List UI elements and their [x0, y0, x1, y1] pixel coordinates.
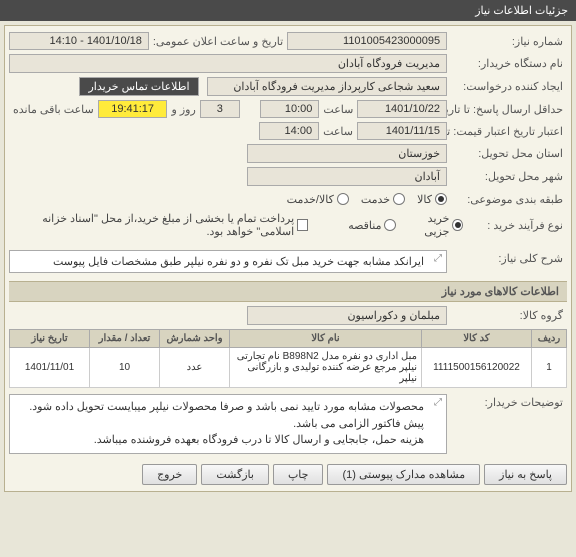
radio-label: خرید جزیی: [408, 212, 449, 238]
label-city: شهر محل تحویل:: [447, 170, 567, 183]
th-row: ردیف: [532, 330, 567, 348]
contact-info-button[interactable]: اطلاعات تماس خریدار: [79, 77, 199, 96]
radio-icon: [384, 219, 396, 231]
buyer-notes-box: ⤢ محصولات مشابه مورد تایید نمی باشد و صر…: [9, 394, 447, 454]
exit-button[interactable]: خروج: [142, 464, 197, 485]
radio-monaghese[interactable]: مناقصه: [348, 219, 396, 232]
label-deadline: حداقل ارسال پاسخ: تا تاریخ:: [447, 103, 567, 116]
td-date: 1401/11/01: [10, 348, 90, 388]
note-line: محصولات مشابه مورد تایید نمی باشد و صرفا…: [16, 399, 424, 416]
label-goods-group: گروه کالا:: [447, 309, 567, 322]
th-unit: واحد شمارش: [160, 330, 230, 348]
td-name: مبل اداری دو نفره مدل B898N2 نام تجارتی …: [230, 348, 422, 388]
note-line: هزینه حمل، جابجایی و ارسال کالا تا درب ف…: [16, 432, 424, 449]
field-announce: 1401/10/18 - 14:10: [9, 32, 149, 50]
check-payment[interactable]: پرداخت تمام یا بخشی از مبلغ خرید،از محل …: [9, 212, 308, 238]
row-process: نوع فرآیند خرید : خرید جزیی مناقصه پرداخ…: [9, 210, 567, 240]
label-validity: اعتبار تاریخ اعتبار قیمت: تا تاریخ:: [447, 125, 567, 138]
row-goods-group: گروه کالا: مبلمان و دکوراسیون: [9, 302, 567, 327]
radio-label: خدمت: [361, 193, 390, 206]
row-need-no: شماره نیاز: 1101005423000095 تاریخ و ساع…: [9, 30, 567, 52]
radio-kala[interactable]: کالا: [417, 193, 447, 206]
label-days-remain: روز و: [167, 103, 199, 116]
form-container: شماره نیاز: 1101005423000095 تاریخ و ساع…: [4, 25, 572, 492]
label-category: طبقه بندی موضوعی:: [447, 193, 567, 206]
label-buyer-org: نام دستگاه خریدار:: [447, 57, 567, 70]
field-requester: سعید شجاعی کارپرداز مدیریت فرودگاه آبادا…: [207, 77, 447, 96]
radio-label: کالا: [417, 193, 432, 206]
need-summary-box: ⤢ ایرانکد مشابه جهت خرید مبل تک نفره و د…: [9, 250, 447, 273]
th-name: نام کالا: [230, 330, 422, 348]
field-time-remain: 19:41:17: [98, 100, 168, 118]
label-time-remain: ساعت باقی مانده: [9, 103, 98, 116]
row-buyer-org: نام دستگاه خریدار: مدیریت فرودگاه آبادان: [9, 52, 567, 75]
row-province: استان محل تحویل: خوزستان: [9, 142, 567, 165]
label-need-no: شماره نیاز:: [447, 35, 567, 48]
radio-icon: [337, 193, 349, 205]
note-line: پیش فاکتور الزامی می باشد.: [16, 416, 424, 433]
field-deadline-time: 10:00: [260, 100, 320, 118]
th-code: کد کالا: [422, 330, 532, 348]
radio-icon: [435, 193, 447, 205]
label-process: نوع فرآیند خرید :: [463, 219, 567, 232]
items-section-header: اطلاعات کالاهای مورد نیاز: [9, 281, 567, 302]
category-radio-group: کالا خدمت کالا/خدمت: [287, 193, 447, 206]
field-city: آبادان: [247, 167, 447, 186]
respond-button[interactable]: پاسخ به نیاز: [484, 464, 567, 485]
radio-label: مناقصه: [348, 219, 381, 232]
panel-title: جزئیات اطلاعات نیاز: [475, 5, 568, 17]
label-requester: ایجاد کننده درخواست:: [447, 80, 567, 93]
td-code: 1111500156120022: [422, 348, 532, 388]
content-wrap: شماره نیاز: 1101005423000095 تاریخ و ساع…: [0, 21, 576, 496]
label-summary: شرح کلی نیاز:: [447, 248, 567, 265]
field-days-remain: 3: [200, 100, 240, 118]
field-validity-time: 14:00: [259, 122, 319, 140]
radio-jozi[interactable]: خرید جزیی: [408, 212, 462, 238]
field-goods-group: مبلمان و دکوراسیون: [247, 306, 447, 325]
label-province: استان محل تحویل:: [447, 147, 567, 160]
field-province: خوزستان: [247, 144, 447, 163]
row-notes: توضیحات خریدار: ⤢ محصولات مشابه مورد تای…: [9, 388, 567, 458]
td-unit: عدد: [160, 348, 230, 388]
label-hour1: ساعت: [319, 103, 357, 116]
field-need-no: 1101005423000095: [287, 32, 447, 50]
check-label: پرداخت تمام یا بخشی از مبلغ خرید،از محل …: [9, 212, 294, 238]
process-radio-group: خرید جزیی مناقصه پرداخت تمام یا بخشی از …: [9, 212, 463, 238]
field-deadline-date: 1401/10/22: [357, 100, 447, 118]
table-row[interactable]: 1 1111500156120022 مبل اداری دو نفره مدل…: [10, 348, 567, 388]
radio-khedmat[interactable]: خدمت: [361, 193, 405, 206]
th-qty: تعداد / مقدار: [90, 330, 160, 348]
field-validity-date: 1401/11/15: [357, 122, 447, 140]
label-hour2: ساعت: [319, 125, 357, 138]
radio-icon: [393, 193, 405, 205]
expand-icon[interactable]: ⤢: [434, 397, 442, 408]
row-category: طبقه بندی موضوعی: کالا خدمت کالا/خدمت: [9, 188, 567, 210]
expand-icon[interactable]: ⤢: [434, 253, 442, 264]
panel-header: جزئیات اطلاعات نیاز: [0, 0, 576, 21]
td-qty: 10: [90, 348, 160, 388]
checkbox-icon: [297, 219, 307, 231]
need-summary-text: ایرانکد مشابه جهت خرید مبل تک نفره و دو …: [53, 256, 424, 268]
radio-kala-khedmat[interactable]: کالا/خدمت: [287, 193, 349, 206]
print-button[interactable]: چاپ: [273, 464, 324, 485]
table-header-row: ردیف کد کالا نام کالا واحد شمارش تعداد /…: [10, 330, 567, 348]
attachments-button[interactable]: مشاهده مدارک پیوستی (1): [327, 464, 480, 485]
radio-icon: [452, 219, 462, 231]
row-deadline: حداقل ارسال پاسخ: تا تاریخ: 1401/10/22 س…: [9, 98, 567, 120]
button-bar: خروج بازگشت چاپ مشاهده مدارک پیوستی (1) …: [9, 458, 567, 487]
row-city: شهر محل تحویل: آبادان: [9, 165, 567, 188]
row-validity: اعتبار تاریخ اعتبار قیمت: تا تاریخ: 1401…: [9, 120, 567, 142]
td-row: 1: [532, 348, 567, 388]
field-buyer-org: مدیریت فرودگاه آبادان: [9, 54, 447, 73]
label-notes: توضیحات خریدار:: [447, 392, 567, 409]
row-summary: شرح کلی نیاز: ⤢ ایرانکد مشابه جهت خرید م…: [9, 246, 567, 277]
radio-label: کالا/خدمت: [287, 193, 334, 206]
th-date: تاریخ نیاز: [10, 330, 90, 348]
return-button[interactable]: بازگشت: [201, 464, 269, 485]
items-table: ردیف کد کالا نام کالا واحد شمارش تعداد /…: [9, 329, 567, 388]
label-announce: تاریخ و ساعت اعلان عمومی:: [149, 35, 287, 48]
row-requester: ایجاد کننده درخواست: سعید شجاعی کارپرداز…: [9, 75, 567, 98]
